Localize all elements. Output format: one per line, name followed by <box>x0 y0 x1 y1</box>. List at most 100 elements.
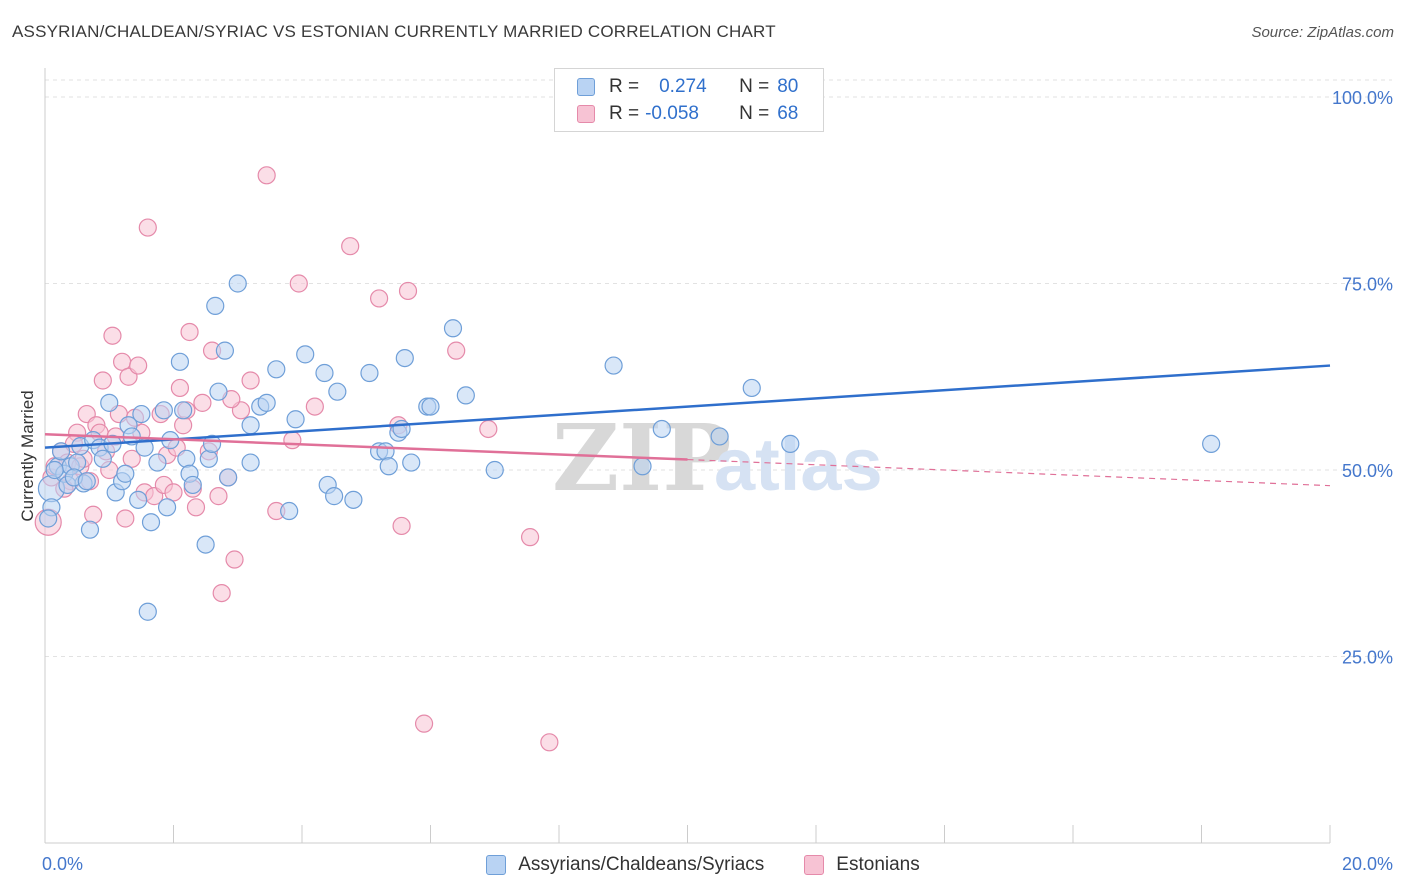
assyrians-point <box>241 453 260 472</box>
x-tick-label: 0.0% <box>42 854 83 874</box>
assyrians-point <box>325 487 344 506</box>
assyrians-point <box>183 475 202 495</box>
assyrians-point <box>443 319 463 338</box>
estonians-point <box>479 419 498 439</box>
estonians-point <box>341 237 360 256</box>
assyrians-point <box>209 382 228 401</box>
estonians-trend-line-dashed <box>687 458 1331 487</box>
estonians-point <box>84 505 103 524</box>
assyrians-point <box>241 416 260 435</box>
assyrians-point <box>68 453 87 472</box>
assyrians-trend-line <box>44 364 1331 449</box>
assyrians-point <box>1202 434 1221 453</box>
assyrians-point <box>395 349 414 368</box>
assyrians-point <box>392 419 411 439</box>
trend-lines <box>44 364 1331 487</box>
source-credit: Source: ZipAtlas.com <box>1251 24 1394 41</box>
legend-n-label: N = <box>739 76 770 97</box>
assyrians-point <box>157 498 177 517</box>
estonians-points <box>34 166 559 752</box>
estonians-point <box>398 281 418 301</box>
estonians-point <box>209 487 228 506</box>
legend-n-label: N = <box>739 103 770 124</box>
estonians-point <box>540 733 559 752</box>
assyrians-point <box>138 602 157 621</box>
y-tick-label: 100.0% <box>1332 88 1393 108</box>
estonians-point <box>116 509 135 528</box>
legend-r-label: R = <box>609 103 640 124</box>
legend-r-value: -0.058 <box>645 103 699 124</box>
estonians-point <box>180 322 199 342</box>
series-legend-estonians: Estonians <box>804 854 920 876</box>
assyrians-point <box>215 341 234 360</box>
chart-title: ASSYRIAN/CHALDEAN/SYRIAC VS ESTONIAN CUR… <box>12 22 776 41</box>
y-tick-label: 50.0% <box>1342 461 1393 481</box>
estonians-point <box>289 274 308 293</box>
assyrians-point <box>206 296 225 315</box>
assyrians-point <box>360 363 379 383</box>
estonians-point <box>414 714 434 733</box>
assyrians-point <box>116 464 135 483</box>
estonians-point <box>283 431 302 450</box>
series-legend-assyrians: Assyrians/Chaldeans/Syriacs <box>486 854 764 876</box>
assyrians-point <box>45 460 64 480</box>
estonians-point <box>138 218 157 237</box>
estonians-point <box>241 371 260 390</box>
assyrians-point <box>379 457 398 476</box>
estonians-point <box>93 371 112 390</box>
assyrians-point <box>199 449 218 468</box>
x-tick-label: 20.0% <box>1342 854 1393 874</box>
assyrians-point <box>174 401 193 420</box>
estonians-point <box>212 583 231 603</box>
assyrians-point <box>344 490 363 509</box>
estonians-point <box>170 378 190 398</box>
series-legend: Assyrians/Chaldeans/Syriacs Estonians <box>0 852 1406 878</box>
x-tick-labels: 0.0% 20.0% <box>42 854 1393 874</box>
legend-n-value: 80 <box>777 76 799 97</box>
series-swatch-pink <box>804 855 825 875</box>
assyrians-point <box>710 427 729 446</box>
assyrians-point <box>376 442 395 461</box>
assyrians-point <box>456 386 475 405</box>
assyrians-point <box>296 345 315 364</box>
assyrians-point <box>742 378 761 398</box>
assyrians-point <box>219 468 238 487</box>
estonians-point <box>103 326 122 345</box>
correlation-legend: R = 0.274 N = 80 R = -0.058 N = 68 <box>554 68 824 132</box>
gridlines <box>45 79 1392 657</box>
assyrians-point <box>129 490 148 509</box>
assyrians-point <box>93 449 112 468</box>
estonians-point <box>520 528 540 547</box>
assyrians-point <box>141 513 161 532</box>
assyrians-point <box>781 434 800 453</box>
series-name: Assyrians/Chaldeans/Syriacs <box>518 854 765 875</box>
estonians-point <box>370 289 389 308</box>
estonians-point <box>392 516 411 536</box>
assyrians-point <box>257 393 276 412</box>
assyrians-point <box>228 274 247 293</box>
estonians-trend-line <box>44 432 688 461</box>
estonians-point <box>186 498 206 517</box>
estonians-point <box>447 341 466 360</box>
assyrians-point <box>39 509 58 528</box>
assyrians-point <box>286 410 305 429</box>
y-tick-label: 25.0% <box>1342 648 1393 668</box>
assyrians-points <box>37 274 1221 621</box>
assyrians-point <box>170 352 190 371</box>
assyrians-point <box>154 401 173 420</box>
assyrians-point <box>328 382 347 401</box>
assyrians-point <box>652 419 671 439</box>
legend-r-value: 0.274 <box>659 76 707 97</box>
assyrians-point <box>421 397 440 416</box>
estonians-point <box>225 550 244 569</box>
legend-swatch-pink <box>577 105 595 123</box>
y-tick-label: 75.0% <box>1342 275 1393 295</box>
legend-r-label: R = <box>609 76 640 97</box>
estonians-point <box>305 397 324 416</box>
assyrians-point <box>177 449 196 468</box>
estonians-point <box>257 166 276 185</box>
assyrians-point <box>485 460 504 480</box>
legend-row-assyrians: R = 0.274 N = 80 <box>577 74 798 100</box>
assyrians-point <box>100 393 119 412</box>
